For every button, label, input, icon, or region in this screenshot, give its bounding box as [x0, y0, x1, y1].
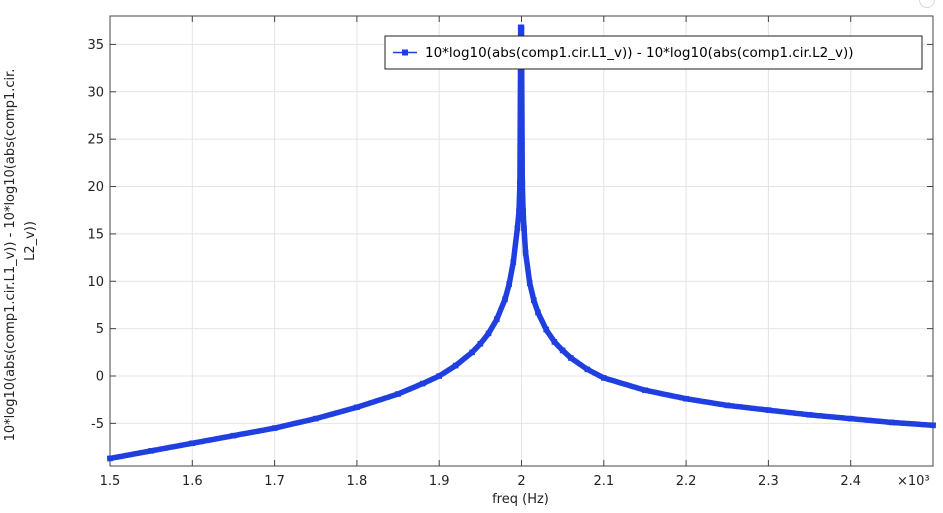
- data-point: [520, 208, 526, 214]
- y-tick-label: 30: [87, 85, 104, 100]
- x-tick-label: 2: [517, 474, 525, 489]
- data-point: [419, 380, 426, 387]
- data-point: [510, 259, 517, 266]
- data-point: [354, 404, 360, 411]
- data-point: [271, 425, 278, 431]
- y-tick-label: 0: [96, 370, 104, 385]
- data-point: [485, 330, 492, 337]
- data-point: [230, 432, 237, 439]
- data-point: [806, 412, 813, 418]
- data-point: [516, 208, 522, 214]
- data-point: [494, 316, 500, 322]
- data-point: [107, 455, 113, 462]
- x-tick-label: 1.5: [100, 474, 121, 489]
- legend: 10*log10(abs(comp1.cir.L1_v)) - 10*log10…: [384, 35, 923, 70]
- data-point: [514, 225, 521, 232]
- y-tick-label: -5: [91, 417, 104, 432]
- series-layer: [106, 24, 937, 462]
- data-point: [568, 355, 574, 361]
- data-point: [518, 24, 525, 31]
- series-line-0: [106, 24, 937, 462]
- x-tick-label: 2.2: [676, 474, 697, 489]
- y-tick-label: 5: [96, 322, 104, 337]
- x-tick-label: 2.3: [758, 474, 779, 489]
- data-point: [543, 326, 549, 333]
- y-tick-label: 35: [87, 38, 104, 53]
- data-point: [584, 366, 591, 373]
- data-point: [601, 375, 607, 381]
- data-point: [395, 391, 401, 397]
- x-tick-label: 2.4: [840, 474, 861, 489]
- data-point: [452, 362, 459, 369]
- y-tick-label: 20: [87, 180, 104, 195]
- data-point: [148, 448, 154, 454]
- data-point: [642, 387, 648, 394]
- x-tick-label: 2.1: [593, 474, 614, 489]
- data-point: [724, 402, 731, 409]
- data-point: [189, 440, 196, 447]
- data-point: [506, 281, 512, 287]
- data-point: [312, 415, 319, 422]
- grid-lines: [109, 16, 933, 466]
- y-axis-title-line-1: 10*log10(abs(comp1.cir.L1_v)) - 10*log10…: [3, 69, 18, 442]
- x-tick-label: 1.6: [182, 474, 203, 489]
- data-point: [683, 395, 689, 402]
- legend-box: [384, 35, 923, 70]
- data-point: [930, 422, 936, 429]
- x-axis-multiplier: ×10³: [897, 474, 930, 489]
- data-point: [531, 297, 537, 304]
- legend-series-marker: [402, 49, 408, 56]
- x-axis-title: freq (Hz): [492, 492, 549, 507]
- data-point: [551, 339, 558, 345]
- data-point: [765, 407, 772, 413]
- data-point: [889, 419, 895, 426]
- data-point: [502, 296, 508, 303]
- y-tick-label: 10: [87, 275, 104, 290]
- data-point: [847, 415, 854, 422]
- y-axis-ticks: -5 0 5 10 15 20 25 30 35: [87, 38, 933, 432]
- data-point: [521, 225, 527, 232]
- data-point: [519, 179, 526, 186]
- y-axis-title-line-2: L2_v)): [23, 221, 38, 261]
- legend-series-label: 10*log10(abs(comp1.cir.L1_v)) - 10*log10…: [425, 45, 854, 61]
- y-tick-label: 25: [87, 133, 104, 148]
- y-tick-label: 15: [87, 227, 104, 242]
- data-point: [522, 250, 529, 256]
- x-tick-label: 1.7: [264, 474, 285, 489]
- data-point: [559, 347, 566, 354]
- y-axis-title: 10*log10(abs(comp1.cir.L1_v)) - 10*log10…: [3, 69, 38, 442]
- data-point: [469, 349, 475, 356]
- data-point: [477, 340, 484, 347]
- data-point: [436, 373, 442, 379]
- data-point: [535, 309, 541, 316]
- x-tick-label: 1.8: [347, 474, 368, 489]
- x-tick-label: 1.9: [429, 474, 450, 489]
- x-axis-ticks: 1.5 1.6 1.7 1.8 1.9 2 2.1 2.2 2.3 2.4: [100, 16, 861, 489]
- data-point: [526, 280, 533, 286]
